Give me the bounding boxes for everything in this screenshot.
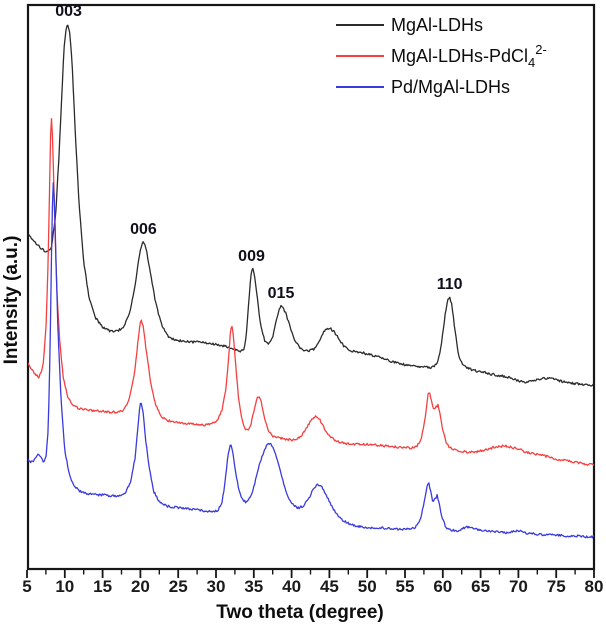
x-tick-label: 40 — [282, 577, 301, 596]
legend-label: MgAl-LDHs-PdCl42- — [391, 42, 547, 70]
plot-border — [26, 3, 596, 571]
legend-item-mgal-ldhs-pdcl4-2-: MgAl-LDHs-PdCl42- — [336, 42, 547, 70]
x-axis-ticks: 5 10 15 20 25 30 35 40 45 50 55 60 65 70 75 80 — [22, 570, 603, 596]
legend: MgAl-LDHs MgAl-LDHs-PdCl42- Pd/MgAl-LDHs — [336, 15, 547, 97]
y-axis-title: Intensity (a.u.) — [1, 236, 22, 365]
x-tick-label: 70 — [509, 577, 528, 596]
x-tick-label: 65 — [471, 577, 490, 596]
x-tick-label: 60 — [433, 577, 452, 596]
x-tick-label: 10 — [55, 577, 74, 596]
series-curve-mgal-ldhs-pdcl4-2- — [28, 118, 594, 466]
peak-label-015: 015 — [268, 285, 295, 302]
x-tick-label: 45 — [320, 577, 339, 596]
legend-item-pd-mgal-ldhs: Pd/MgAl-LDHs — [336, 77, 510, 97]
x-tick-label: 5 — [22, 577, 31, 596]
series-layer — [28, 24, 594, 539]
x-tick-label: 25 — [169, 577, 188, 596]
peak-label-110: 110 — [437, 276, 463, 293]
peak-annotations: 003 006 009 015 110 — [55, 3, 462, 302]
legend-item-mgal-ldhs: MgAl-LDHs — [336, 15, 483, 35]
peak-label-003: 003 — [55, 3, 82, 20]
x-tick-label: 30 — [207, 577, 226, 596]
x-tick-label: 20 — [131, 577, 150, 596]
series-curve-mgal-ldhs — [28, 24, 594, 387]
x-tick-label: 80 — [585, 577, 604, 596]
x-tick-label: 75 — [547, 577, 566, 596]
legend-label: MgAl-LDHs — [391, 15, 483, 35]
series-curve-pd-mgal-ldhs — [28, 182, 594, 539]
peak-label-009: 009 — [238, 248, 265, 265]
peak-label-006: 006 — [130, 221, 157, 238]
x-axis-title: Two theta (degree) — [216, 602, 384, 623]
x-tick-label: 35 — [244, 577, 263, 596]
x-tick-label: 15 — [93, 577, 112, 596]
x-tick-label: 55 — [396, 577, 415, 596]
legend-label: Pd/MgAl-LDHs — [391, 77, 510, 97]
x-tick-label: 50 — [358, 577, 377, 596]
